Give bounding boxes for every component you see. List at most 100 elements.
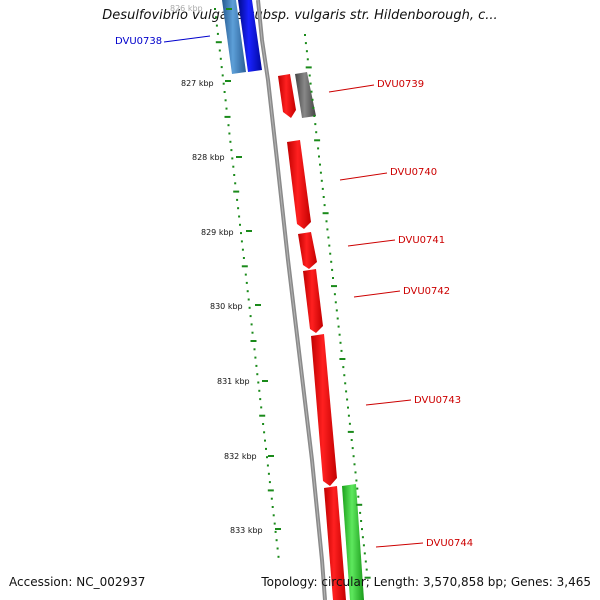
scale-label-833: 833 kbp [230, 526, 263, 535]
gc-dot [351, 447, 354, 450]
gc-dot [238, 215, 241, 218]
gc-dot [259, 398, 262, 401]
gene-label-DVU0744[interactable]: DVU0744 [426, 538, 473, 549]
gc-dot [247, 298, 250, 301]
gc-dot [361, 536, 364, 539]
gc-dot [267, 489, 274, 492]
gene-label-lines [163, 35, 424, 548]
gc-dot [331, 268, 334, 271]
scale-tick [246, 230, 252, 232]
gc-dot [258, 389, 261, 392]
gc-dot [361, 528, 363, 531]
scale-tick [275, 528, 281, 530]
gene-label-DVU0741[interactable]: DVU0741 [398, 235, 445, 246]
gc-dot [319, 171, 322, 174]
gc-dot [268, 481, 271, 484]
gc-dot [266, 464, 269, 467]
gene-label-DVU0739[interactable]: DVU0739 [377, 79, 424, 90]
gc-dot [223, 91, 226, 93]
scale-labels: 826 kbp 827 kbp 828 kbp 829 kbp 830 kbp … [170, 4, 263, 535]
gc-dot [329, 252, 332, 255]
gc-dot [322, 196, 325, 198]
gc-dot [347, 406, 349, 409]
gc-dot [263, 431, 266, 434]
gc-dot [242, 257, 245, 259]
gc-dot [347, 414, 350, 417]
gc-dot [272, 514, 275, 517]
scale-tick [236, 156, 242, 158]
gc-dot [239, 223, 241, 226]
gc-dot [266, 456, 268, 459]
gc-dot [317, 147, 320, 150]
gc-dot [337, 325, 340, 328]
gc-track-left [214, 8, 281, 558]
gc-dot [360, 520, 363, 522]
gc-dot [305, 66, 312, 69]
gene-label-DVU0738[interactable]: DVU0738 [115, 36, 162, 47]
gc-track-right [304, 34, 371, 579]
gc-dot [248, 306, 251, 309]
gc-dot [234, 182, 237, 185]
gc-dot [220, 66, 223, 69]
gc-dot [354, 471, 357, 474]
gc-dot [332, 277, 334, 279]
gc-dot [265, 447, 267, 450]
gc-dot [357, 495, 360, 498]
gc-dot [356, 487, 359, 490]
gc-dot [250, 340, 257, 342]
backbone [256, 0, 327, 600]
gene-DVU0742-feature[interactable] [303, 269, 323, 333]
gc-dot [260, 406, 263, 409]
gc-dot [325, 220, 328, 223]
gc-dot [328, 244, 331, 247]
gc-dot [339, 358, 346, 360]
gc-dot [232, 165, 235, 168]
gc-dot [340, 349, 343, 352]
gc-dot [327, 236, 330, 239]
gene-DVU0739-feature[interactable] [278, 74, 296, 118]
gc-dot [320, 179, 323, 182]
gc-dot [255, 364, 258, 367]
gene-label-DVU0743[interactable]: DVU0743 [414, 395, 461, 406]
gene-DVU0738-feature[interactable] [222, 0, 262, 74]
gc-dot [274, 530, 277, 533]
gc-dot [338, 333, 341, 336]
gc-dot [277, 555, 280, 558]
gc-dot [271, 506, 274, 508]
gc-dot [225, 107, 228, 110]
gc-dot [304, 34, 306, 36]
gc-dot [304, 42, 307, 45]
gc-dot [305, 50, 308, 53]
scale-label-832: 832 kbp [224, 452, 257, 461]
gc-dot [347, 430, 354, 433]
gc-dot [230, 149, 233, 152]
gene-DVU0743-feature[interactable] [311, 334, 337, 486]
gc-dot [224, 115, 231, 118]
gc-dot [336, 317, 339, 320]
gc-dot [224, 99, 227, 102]
gc-dot [335, 309, 338, 312]
gc-dot [215, 24, 218, 27]
gc-dot [267, 472, 270, 475]
gene-DVU0740-feature[interactable] [287, 140, 311, 229]
gc-dot [365, 568, 368, 571]
scale-label-829: 829 kbp [201, 228, 234, 237]
gene-label-DVU0742[interactable]: DVU0742 [403, 286, 450, 297]
gc-dot [343, 374, 346, 377]
gc-dot [353, 463, 356, 466]
gene-DVU0744-feature[interactable] [342, 484, 364, 600]
gc-dot [344, 382, 347, 385]
gc-dot [309, 82, 312, 85]
gc-dot [244, 273, 247, 276]
gc-dot [314, 139, 321, 142]
gene-label-DVU0740[interactable]: DVU0740 [390, 167, 437, 178]
gc-dot [241, 265, 248, 268]
gc-dot [314, 123, 317, 126]
gc-dot [254, 356, 257, 359]
gene-DVU0741-feature[interactable] [298, 232, 317, 269]
lower-red-feature [324, 486, 346, 600]
gc-dot [352, 455, 355, 458]
gc-dot [334, 301, 337, 304]
gray-feature [295, 72, 316, 118]
